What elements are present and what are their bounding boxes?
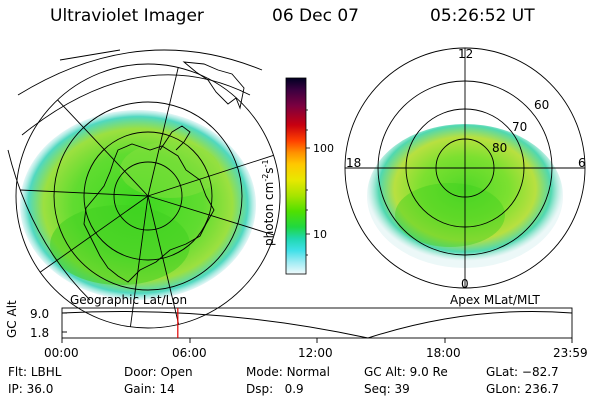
geographic-grid bbox=[15, 63, 281, 329]
mlat-70-label: 70 bbox=[512, 120, 528, 134]
status-seq: Seq: 39 bbox=[364, 382, 410, 396]
apex-mlat-mlt-map bbox=[344, 47, 586, 289]
status-glon: GLon: 236.7 bbox=[486, 382, 559, 396]
timeline-y-lo: 1.8 bbox=[30, 326, 50, 340]
timeline-ylabel: GC Alt bbox=[5, 300, 19, 338]
status-gain: Gain: 14 bbox=[124, 382, 175, 396]
south-america-coastline bbox=[182, 61, 245, 110]
status-door: Door: Open bbox=[124, 365, 193, 379]
colorbar-tick-10: 10 bbox=[313, 228, 327, 241]
mlt-0-label: 0 bbox=[461, 277, 469, 291]
status-mode: Mode: Normal bbox=[246, 365, 330, 379]
mlt-18-label: 18 bbox=[346, 156, 362, 170]
instrument-title: Ultraviolet Imager bbox=[50, 6, 204, 26]
antarctica-coastline bbox=[83, 143, 215, 283]
timeline-tick-3: 18:00 bbox=[426, 346, 461, 360]
status-flt: Flt: LBHL bbox=[8, 365, 62, 379]
colorbar bbox=[285, 77, 307, 275]
date-label: 06 Dec 07 bbox=[272, 6, 359, 26]
left-panel-caption: Geographic Lat/Lon bbox=[70, 293, 188, 307]
timeline-y-hi: 9.0 bbox=[30, 307, 50, 321]
timeline-tick-2: 12:00 bbox=[298, 346, 333, 360]
status-dsp: Dsp: 0.9 bbox=[246, 382, 304, 396]
mlt-6-label: 6 bbox=[578, 156, 586, 170]
colorbar-tick-100: 100 bbox=[313, 142, 334, 155]
mlt-12-label: 12 bbox=[458, 47, 474, 61]
status-gc-alt: GC Alt: 9.0 Re bbox=[364, 365, 448, 379]
mlat-80-label: 80 bbox=[492, 141, 508, 155]
time-label: 05:26:52 UT bbox=[430, 6, 535, 26]
status-glat: GLat: −82.7 bbox=[486, 365, 559, 379]
status-ip: IP: 36.0 bbox=[8, 382, 54, 396]
geographic-map bbox=[7, 49, 281, 329]
mlat-60-label: 60 bbox=[534, 98, 550, 112]
colorbar-label: photon cm-2s-1 bbox=[261, 159, 276, 246]
orbit-altitude-curve bbox=[61, 310, 573, 339]
right-panel-caption: Apex MLat/MLT bbox=[450, 293, 540, 307]
timeline-tick-1: 06:00 bbox=[172, 346, 207, 360]
timeline-tick-4: 23:59 bbox=[553, 346, 588, 360]
timeline-tick-0: 00:00 bbox=[44, 346, 79, 360]
